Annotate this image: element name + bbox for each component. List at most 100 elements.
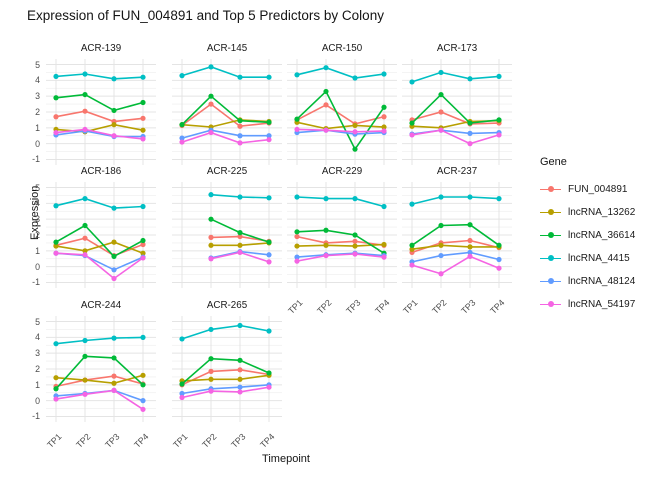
series-line-lncRNA_54197 — [181, 386, 270, 399]
data-point-lncRNA_36614 — [496, 242, 502, 248]
series-line-lncRNA_4415 — [181, 66, 269, 78]
y-tick-label: 5 — [35, 182, 40, 193]
data-point-FUN_004891 — [140, 241, 146, 248]
data-point-lncRNA_54197 — [294, 258, 300, 264]
data-point-lncRNA_13262 — [352, 243, 358, 249]
series-line-lncRNA_4415 — [296, 66, 385, 79]
data-point-lncRNA_48124 — [294, 254, 300, 260]
data-point-lncRNA_54197 — [237, 249, 243, 256]
data-point-FUN_004891 — [352, 238, 358, 244]
data-point-FUN_004891 — [82, 235, 88, 241]
series-line-lncRNA_54197 — [55, 252, 144, 280]
data-point-lncRNA_4415 — [111, 335, 117, 341]
data-point-lncRNA_4415 — [140, 334, 146, 340]
data-point-FUN_004891 — [237, 367, 243, 373]
data-point-lncRNA_4415 — [82, 196, 88, 202]
data-point-lncRNA_13262 — [82, 248, 88, 254]
x-tick-label: TP4 — [258, 431, 277, 450]
data-point-lncRNA_4415 — [266, 328, 272, 334]
series-line-lncRNA_54197 — [296, 253, 385, 262]
data-point-lncRNA_4415 — [140, 203, 146, 210]
series-line-lncRNA_36614 — [296, 229, 385, 254]
legend-label: lncRNA_48124 — [568, 276, 636, 287]
x-tick-label: TP4 — [373, 297, 392, 316]
data-point-lncRNA_54197 — [53, 250, 59, 256]
y-tick-label: 4 — [35, 332, 40, 343]
series-line-lncRNA_48124 — [296, 129, 385, 135]
data-point-FUN_004891 — [237, 123, 243, 129]
data-point-lncRNA_36614 — [237, 230, 243, 236]
x-tick-label: TP3 — [344, 297, 363, 316]
data-point-lncRNA_54197 — [496, 265, 502, 271]
data-point-lncRNA_13262 — [208, 242, 214, 248]
facet-panel-ACR-237 — [402, 182, 512, 288]
data-point-lncRNA_36614 — [208, 93, 214, 99]
series-line-lncRNA_36614 — [181, 357, 270, 385]
data-point-FUN_004891 — [53, 114, 59, 120]
series-line-lncRNA_4415 — [411, 71, 500, 83]
data-point-lncRNA_36614 — [294, 116, 300, 122]
x-tick-label: TP3 — [229, 431, 248, 450]
data-point-FUN_004891 — [467, 237, 473, 244]
series-line-lncRNA_4415 — [296, 196, 385, 208]
series-line-lncRNA_13262 — [296, 121, 385, 130]
y-tick-label: 5 — [35, 59, 40, 70]
data-point-lncRNA_4415 — [381, 203, 387, 210]
data-point-lncRNA_36614 — [111, 253, 117, 259]
y-tick-label: 2 — [35, 364, 40, 374]
data-point-lncRNA_4415 — [208, 326, 214, 333]
data-point-lncRNA_36614 — [140, 382, 146, 388]
data-point-lncRNA_4415 — [496, 196, 502, 202]
data-point-lncRNA_4415 — [208, 64, 214, 70]
data-point-lncRNA_4415 — [438, 69, 444, 76]
data-point-lncRNA_54197 — [266, 259, 272, 265]
legend-label: lncRNA_4415 — [568, 253, 630, 264]
data-point-lncRNA_54197 — [266, 137, 272, 143]
x-tick-label: TP2 — [430, 297, 449, 316]
legend-key-dot — [547, 278, 554, 284]
data-point-lncRNA_4415 — [409, 201, 415, 207]
data-point-lncRNA_4415 — [409, 79, 415, 85]
data-point-lncRNA_54197 — [140, 255, 146, 261]
legend-entry-lncRNA_54197: lncRNA_54197 — [540, 293, 670, 316]
data-point-lncRNA_54197 — [179, 394, 185, 401]
series-line-FUN_004891 — [181, 368, 270, 386]
data-point-lncRNA_36614 — [496, 117, 502, 123]
data-point-lncRNA_36614 — [409, 120, 415, 126]
data-point-lncRNA_36614 — [266, 119, 272, 125]
data-point-FUN_004891 — [140, 115, 146, 121]
data-point-lncRNA_4415 — [381, 71, 387, 77]
data-point-lncRNA_36614 — [237, 357, 243, 363]
data-point-lncRNA_4415 — [467, 76, 473, 82]
facet-strip-ACR-150: ACR-150 — [321, 43, 363, 54]
facet-panel-ACR-173 — [402, 59, 512, 165]
data-point-lncRNA_54197 — [208, 129, 214, 136]
data-point-lncRNA_13262 — [140, 127, 146, 133]
x-tick-label: TP1 — [286, 297, 305, 316]
data-point-lncRNA_36614 — [53, 239, 59, 245]
data-point-lncRNA_13262 — [82, 377, 88, 383]
data-point-lncRNA_4415 — [237, 74, 243, 80]
data-point-lncRNA_4415 — [467, 194, 473, 200]
x-tick-label: TP4 — [132, 431, 151, 450]
data-point-lncRNA_4415 — [53, 341, 59, 347]
data-point-lncRNA_36614 — [438, 91, 444, 98]
series-line-lncRNA_48124 — [411, 251, 500, 263]
data-point-lncRNA_36614 — [82, 222, 88, 229]
facet-strip-ACR-145: ACR-145 — [206, 43, 248, 54]
series-line-lncRNA_36614 — [55, 355, 144, 390]
series-line-lncRNA_36614 — [411, 223, 500, 246]
facet-strip-ACR-237: ACR-237 — [436, 166, 478, 177]
facet-panel-ACR-265 — [172, 316, 282, 422]
legend-title: Gene — [540, 156, 567, 168]
legend-key-icon — [540, 183, 561, 197]
data-point-lncRNA_54197 — [111, 387, 117, 393]
legend-key-dot — [547, 186, 554, 192]
data-point-lncRNA_36614 — [82, 91, 88, 98]
series-line-lncRNA_13262 — [296, 243, 385, 247]
legend-entry-lncRNA_36614: lncRNA_36614 — [540, 224, 670, 247]
legend-label: lncRNA_54197 — [568, 299, 636, 310]
data-point-lncRNA_36614 — [111, 355, 117, 361]
data-point-lncRNA_36614 — [208, 216, 214, 222]
data-point-lncRNA_13262 — [53, 243, 59, 249]
